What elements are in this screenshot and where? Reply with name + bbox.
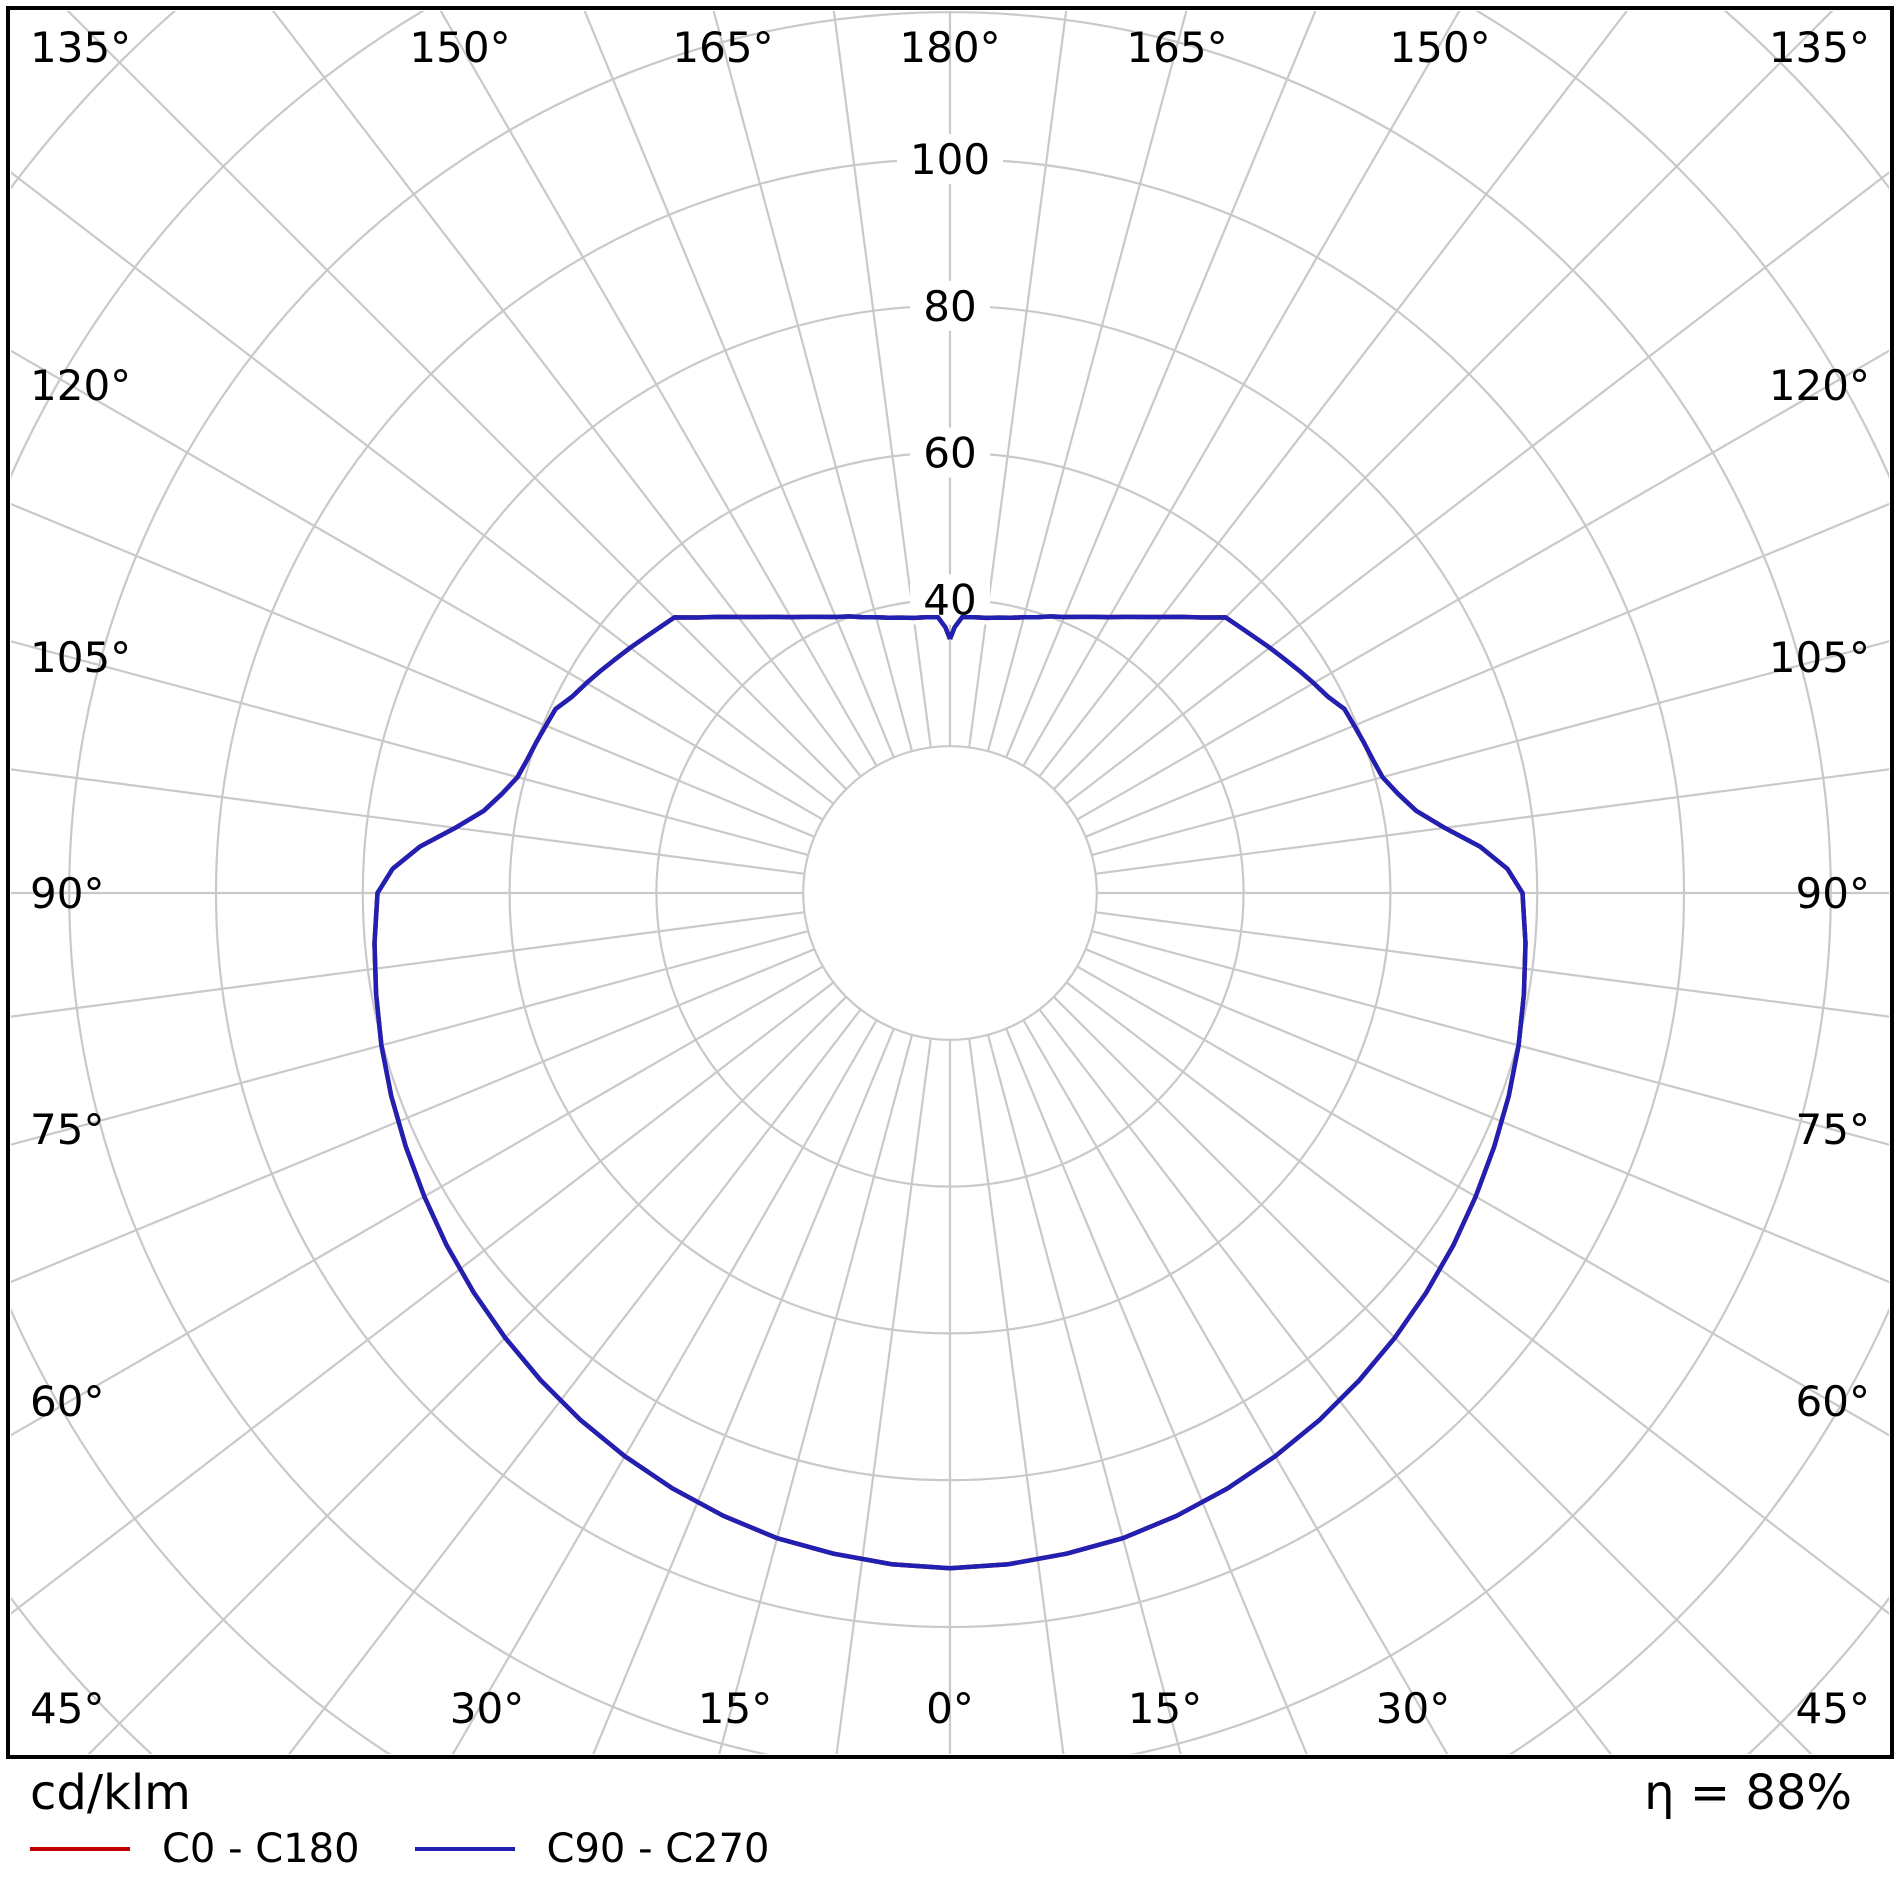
legend-item-c0-c180: C0 - C180 (30, 1829, 360, 1869)
grid-spoke (11, 911, 805, 1018)
grid-spoke (718, 1034, 914, 1754)
legend: C0 - C180 C90 - C270 (30, 1829, 770, 1869)
angle-label: 75° (1796, 1105, 1870, 1154)
grid-spoke (1022, 1019, 1449, 1754)
grid-spoke (11, 948, 815, 1284)
angle-label: 165° (1126, 23, 1227, 72)
angle-label: 120° (1769, 361, 1870, 410)
grid-spoke (1095, 911, 1889, 1018)
grid-spoke (1005, 11, 1317, 758)
grid-spoke (439, 11, 878, 767)
grid-spoke (271, 11, 862, 778)
legend-label-c90-c270: C90 - C270 (546, 1826, 770, 1872)
angle-label: 60° (1796, 1377, 1870, 1426)
angle-label: 75° (30, 1105, 104, 1154)
grid-spoke (832, 11, 932, 748)
radial-tick-backdrop (897, 134, 1003, 184)
angle-label: 90° (30, 869, 104, 918)
grid-spoke (986, 11, 1188, 752)
grid-spoke (1038, 1008, 1613, 1754)
grid-spoke (11, 981, 835, 1615)
grid-spoke (1038, 11, 1629, 778)
angle-label: 30° (450, 1684, 524, 1733)
grid-spoke (11, 502, 815, 838)
angle-label: 120° (30, 361, 131, 410)
grid-spoke (712, 11, 914, 752)
radial-tick-backdrop (910, 427, 990, 478)
grid-spoke (1076, 965, 1889, 1437)
radial-tick-label: 60 (923, 429, 976, 478)
radial-tick-backdrop (910, 280, 990, 331)
grid-spoke (835, 1038, 932, 1754)
angle-label: 45° (1796, 1684, 1870, 1733)
grid-spoke (986, 1034, 1182, 1754)
plot-border (6, 6, 1894, 1759)
angle-label: 15° (1128, 1684, 1202, 1733)
grid-spoke (1085, 502, 1889, 838)
grid-spoke (451, 1019, 878, 1754)
grid-spoke (11, 965, 824, 1437)
angle-label: 45° (30, 1684, 104, 1733)
grid-spoke (1005, 1028, 1308, 1754)
efficiency-label: η = 88% (1644, 1765, 1852, 1821)
grid-spoke (1053, 996, 1813, 1754)
grid-spoke (11, 640, 809, 857)
grid-spoke (1065, 981, 1889, 1615)
grid-spoke (11, 171, 835, 805)
grid-spoke (968, 11, 1068, 748)
grid-spoke (1022, 11, 1461, 767)
angle-label: 135° (1769, 23, 1870, 72)
angle-label: 135° (30, 23, 131, 72)
grid-spoke (1095, 768, 1889, 875)
radial-tick-label: 80 (923, 282, 976, 331)
angle-labels: 0° 15° 15° 30° 30° 45° 45° 60° 60° 75° 75° 90° 90° 10… (30, 23, 1870, 1733)
radial-tick-label: 100 (910, 135, 990, 184)
chart-footer: cd/klm η = 88% C0 - C180 C90 - C270 (8, 1757, 1892, 1892)
grid-spoke (11, 768, 805, 875)
angle-label: 60° (30, 1377, 104, 1426)
grid-spoke (1076, 349, 1889, 821)
angle-label: 90° (1796, 869, 1870, 918)
grid-spoke (1091, 929, 1889, 1146)
grid-spoke (968, 1038, 1065, 1754)
grid-spoke (66, 11, 847, 790)
angle-label: 105° (30, 633, 131, 682)
c90-c270-line-swatch (414, 1847, 515, 1851)
grid-spoke (87, 996, 847, 1754)
angle-label: 150° (1389, 23, 1490, 72)
grid-circle (802, 745, 1098, 1041)
angle-label: 15° (698, 1684, 772, 1733)
legend-label-c0-c180: C0 - C180 (162, 1826, 360, 1872)
grid-spoke (11, 349, 824, 821)
grid-spoke (583, 11, 895, 758)
grid-spoke (1053, 11, 1834, 790)
grid-spoke (1085, 948, 1889, 1284)
grid-spoke (1091, 640, 1889, 857)
grid-spoke (592, 1028, 895, 1754)
grid-spoke (287, 1008, 862, 1754)
angle-label: 30° (1376, 1684, 1450, 1733)
legend-item-c90-c270: C90 - C270 (414, 1826, 770, 1872)
curve-c90-c270 (372, 614, 1528, 1571)
angle-label: 0° (926, 1684, 974, 1733)
angle-label: 105° (1769, 633, 1870, 682)
angle-label: 150° (409, 23, 510, 72)
grid-spoke (11, 929, 809, 1146)
c0-c180-line-swatch (30, 1847, 130, 1851)
unit-label: cd/klm (30, 1765, 191, 1821)
angle-label: 180° (899, 23, 1000, 72)
angle-label: 165° (672, 23, 773, 72)
grid-spoke (1065, 171, 1889, 805)
